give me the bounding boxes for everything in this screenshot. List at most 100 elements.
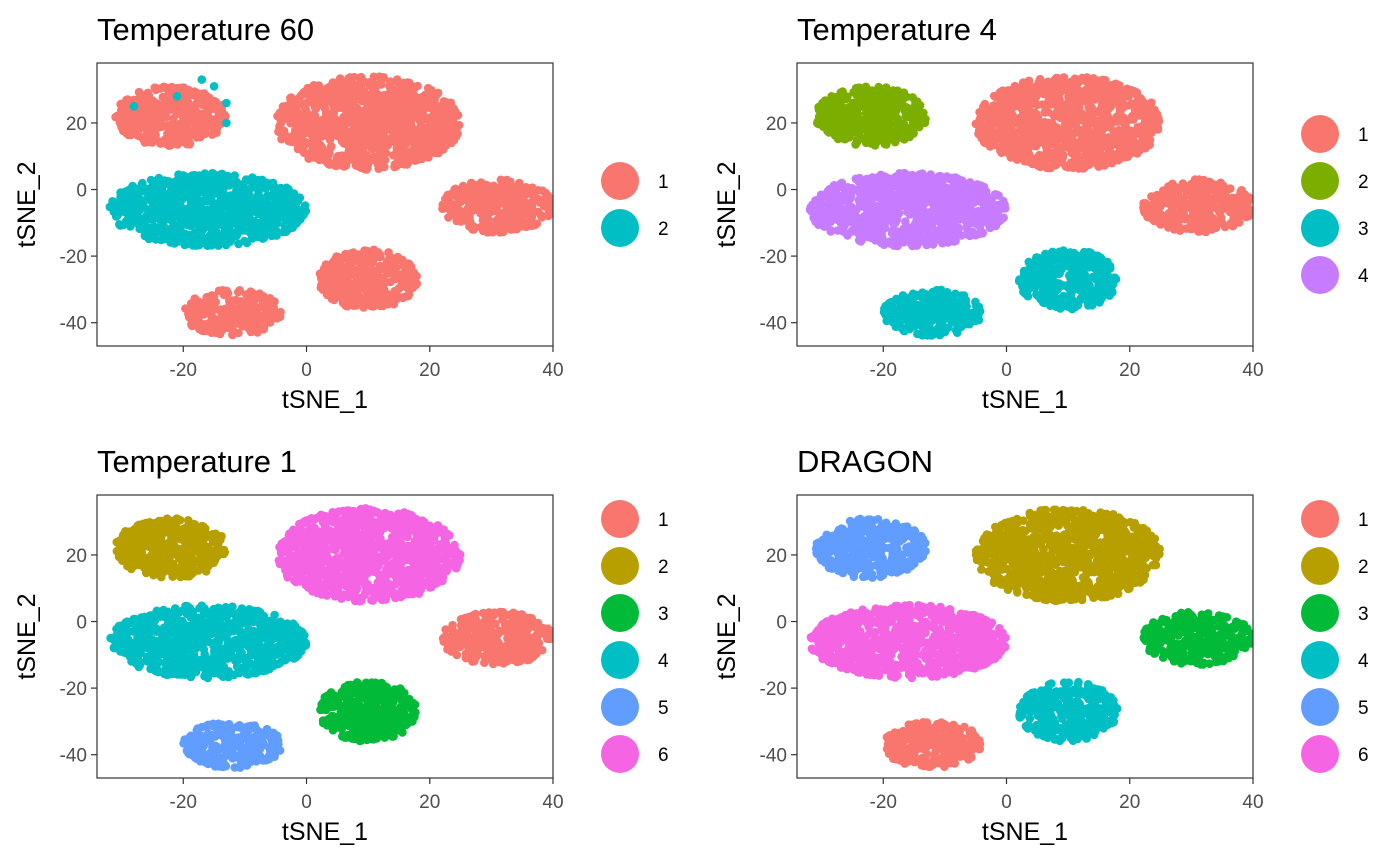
point [916, 301, 925, 311]
point [1044, 163, 1053, 173]
point [1246, 194, 1253, 204]
point [546, 198, 553, 208]
point [153, 101, 163, 110]
point [540, 201, 549, 211]
point [189, 189, 198, 198]
point [336, 76, 346, 85]
point [146, 190, 156, 199]
point [349, 139, 359, 148]
point [833, 134, 843, 144]
point [507, 191, 516, 201]
point [116, 99, 126, 109]
data-points [805, 73, 1253, 340]
point [184, 138, 193, 147]
point [533, 194, 543, 204]
point [202, 180, 212, 189]
point [327, 294, 337, 304]
point [261, 216, 270, 225]
point [385, 91, 394, 100]
point [173, 221, 183, 230]
point [346, 100, 356, 109]
y-axis-label: tSNE_2 [13, 161, 41, 247]
y-tick-label: -20 [60, 247, 87, 268]
point [1043, 141, 1053, 150]
point [1155, 202, 1165, 212]
point [162, 133, 172, 142]
point [904, 318, 913, 327]
point [1141, 107, 1150, 116]
point [274, 127, 283, 136]
point [141, 133, 151, 142]
series-1 [971, 73, 1253, 237]
point [236, 209, 245, 218]
point [181, 304, 190, 313]
plot-border [96, 62, 554, 347]
point [390, 274, 400, 284]
point [420, 112, 429, 122]
point [344, 148, 354, 158]
point [222, 118, 231, 128]
point [1098, 142, 1108, 152]
point [1024, 103, 1034, 112]
point [1068, 163, 1078, 172]
point [185, 230, 194, 240]
point [149, 107, 158, 117]
point [1028, 154, 1038, 163]
point [190, 312, 200, 321]
point [345, 73, 355, 82]
point [853, 109, 863, 119]
point [827, 92, 836, 101]
point [1164, 208, 1174, 218]
point [458, 181, 468, 191]
point [250, 229, 259, 239]
point [1228, 221, 1238, 231]
point [1223, 193, 1232, 202]
point [438, 110, 448, 120]
point [150, 121, 159, 131]
point [269, 225, 278, 234]
point [1130, 141, 1140, 151]
point [117, 121, 126, 130]
point [1145, 210, 1154, 219]
panel-2: Temperature 4-20 0 20 40200-20-40tSNE_1tSNE… [713, 12, 1369, 414]
point [426, 141, 436, 150]
point [215, 178, 225, 188]
point [1117, 117, 1127, 126]
point [191, 209, 201, 219]
point [1230, 201, 1240, 210]
point [814, 102, 823, 112]
point [320, 104, 330, 113]
point [258, 234, 268, 243]
point [389, 257, 399, 266]
point [277, 134, 286, 144]
point [374, 133, 383, 142]
point [1190, 221, 1199, 231]
point [381, 100, 391, 109]
point [225, 300, 234, 310]
point [1101, 152, 1111, 161]
point [359, 77, 369, 86]
point [464, 208, 474, 218]
point [163, 176, 172, 186]
point [961, 298, 970, 308]
point [1143, 126, 1153, 135]
point [208, 313, 218, 323]
point [842, 130, 852, 139]
point [335, 153, 344, 163]
point [1052, 160, 1061, 169]
point [1018, 78, 1028, 87]
point [1104, 104, 1113, 114]
point [895, 295, 905, 304]
point [300, 103, 310, 113]
point [181, 240, 190, 249]
point [168, 187, 178, 197]
point [325, 284, 334, 293]
point [147, 205, 156, 214]
point [949, 312, 959, 322]
point [195, 322, 204, 332]
point [213, 211, 223, 220]
point [874, 82, 883, 92]
point [1053, 82, 1062, 91]
point [1109, 87, 1119, 97]
point [349, 154, 358, 164]
